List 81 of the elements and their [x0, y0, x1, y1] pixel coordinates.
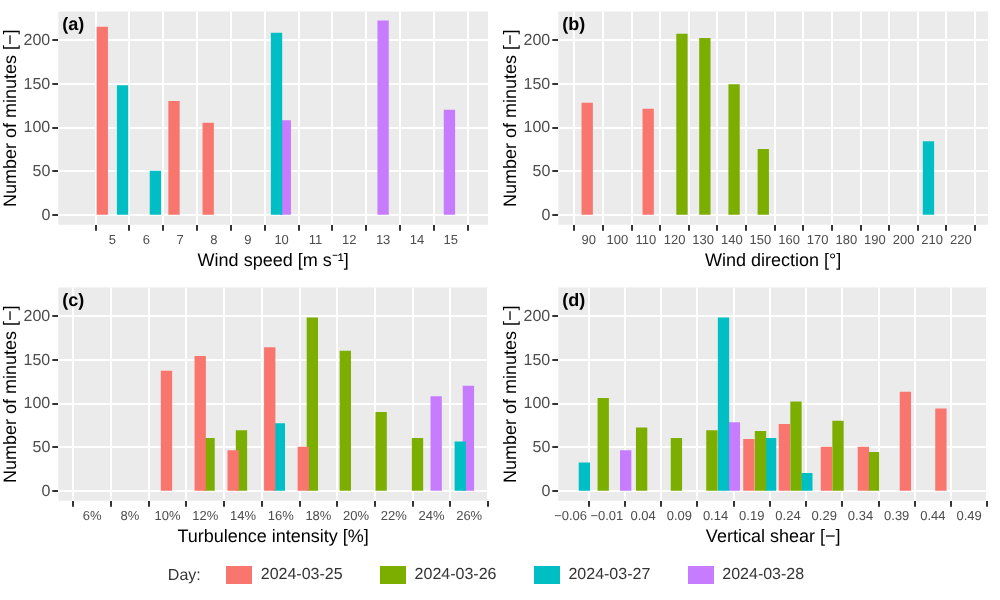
bar [160, 370, 173, 491]
y-tick-label: 150 [23, 350, 52, 369]
y-tick-label: 200 [23, 30, 52, 49]
y-axis-title: Number of minutes [−] [0, 305, 20, 483]
x-axis-title: Wind speed [m s⁻¹] [197, 250, 349, 271]
x-axis-title: Vertical shear [−] [705, 526, 841, 547]
bar [635, 427, 648, 491]
bar [202, 122, 214, 215]
x-axis-title: Turbulence intensity [%] [177, 526, 369, 547]
bar [757, 149, 769, 215]
y-tick-label: 150 [23, 74, 52, 93]
bar [620, 450, 632, 491]
bar [194, 355, 206, 491]
bar [306, 317, 319, 491]
bar [790, 401, 802, 491]
bar [706, 430, 718, 491]
bar [443, 109, 456, 215]
y-tick-label: 0 [41, 205, 52, 224]
bar [581, 102, 593, 215]
bar [699, 38, 711, 215]
chart-title: (c) [62, 289, 85, 310]
y-tick-label: 150 [523, 350, 552, 369]
bar [801, 473, 813, 491]
bar [820, 446, 833, 491]
legend-title: Day: [167, 565, 201, 583]
y-tick-label: 0 [541, 205, 552, 224]
bar [270, 32, 283, 215]
bar [116, 85, 129, 215]
y-tick-label: 100 [523, 118, 552, 137]
bar [411, 438, 424, 491]
chart-title: (a) [62, 13, 85, 34]
bar [935, 408, 947, 491]
bar [778, 424, 791, 491]
bar [377, 20, 389, 215]
bar [832, 420, 844, 491]
bar [168, 100, 180, 215]
legend-label: 2024-03-26 [412, 563, 497, 585]
x-axis-title: Wind direction [°] [705, 250, 842, 271]
y-axis-title: Number of minutes [−] [499, 29, 520, 207]
bar [264, 347, 276, 491]
y-tick-label: 50 [532, 437, 552, 456]
y-tick-label: 50 [32, 437, 52, 456]
bar [728, 84, 740, 215]
bar [578, 462, 591, 491]
bar [670, 438, 683, 491]
bar [857, 446, 870, 491]
y-tick-label: 0 [541, 481, 552, 500]
bar [297, 446, 309, 491]
y-tick-label: 100 [23, 118, 52, 137]
bar [430, 396, 442, 491]
y-tick-label: 200 [23, 306, 52, 325]
bar [339, 350, 351, 491]
y-tick-label: 150 [523, 74, 552, 93]
bar [454, 441, 466, 491]
bar [149, 170, 162, 215]
y-tick-label: 200 [523, 30, 552, 49]
bar [96, 26, 108, 215]
bar [597, 397, 609, 491]
legend-label: 2024-03-27 [566, 563, 651, 585]
y-axis-title: Number of minutes [−] [0, 29, 20, 207]
y-tick-label: 50 [532, 161, 552, 180]
y-tick-label: 200 [523, 306, 552, 325]
y-tick-label: 100 [23, 394, 52, 413]
bar [227, 450, 239, 491]
bar [743, 438, 755, 491]
bar [375, 411, 387, 491]
y-tick-label: 100 [523, 394, 552, 413]
y-tick-label: 0 [41, 481, 52, 500]
bar [676, 33, 688, 215]
bar [754, 431, 767, 491]
bar [642, 108, 654, 215]
chart-title: (d) [562, 289, 586, 310]
chart-title: (b) [562, 13, 586, 34]
bar [717, 317, 730, 491]
bar [922, 141, 935, 215]
bar [899, 391, 912, 491]
bar [728, 422, 741, 491]
legend-label: 2024-03-25 [258, 563, 343, 585]
y-tick-label: 50 [32, 161, 52, 180]
legend-label: 2024-03-28 [720, 563, 805, 585]
y-axis-title: Number of minutes [−] [499, 305, 520, 483]
